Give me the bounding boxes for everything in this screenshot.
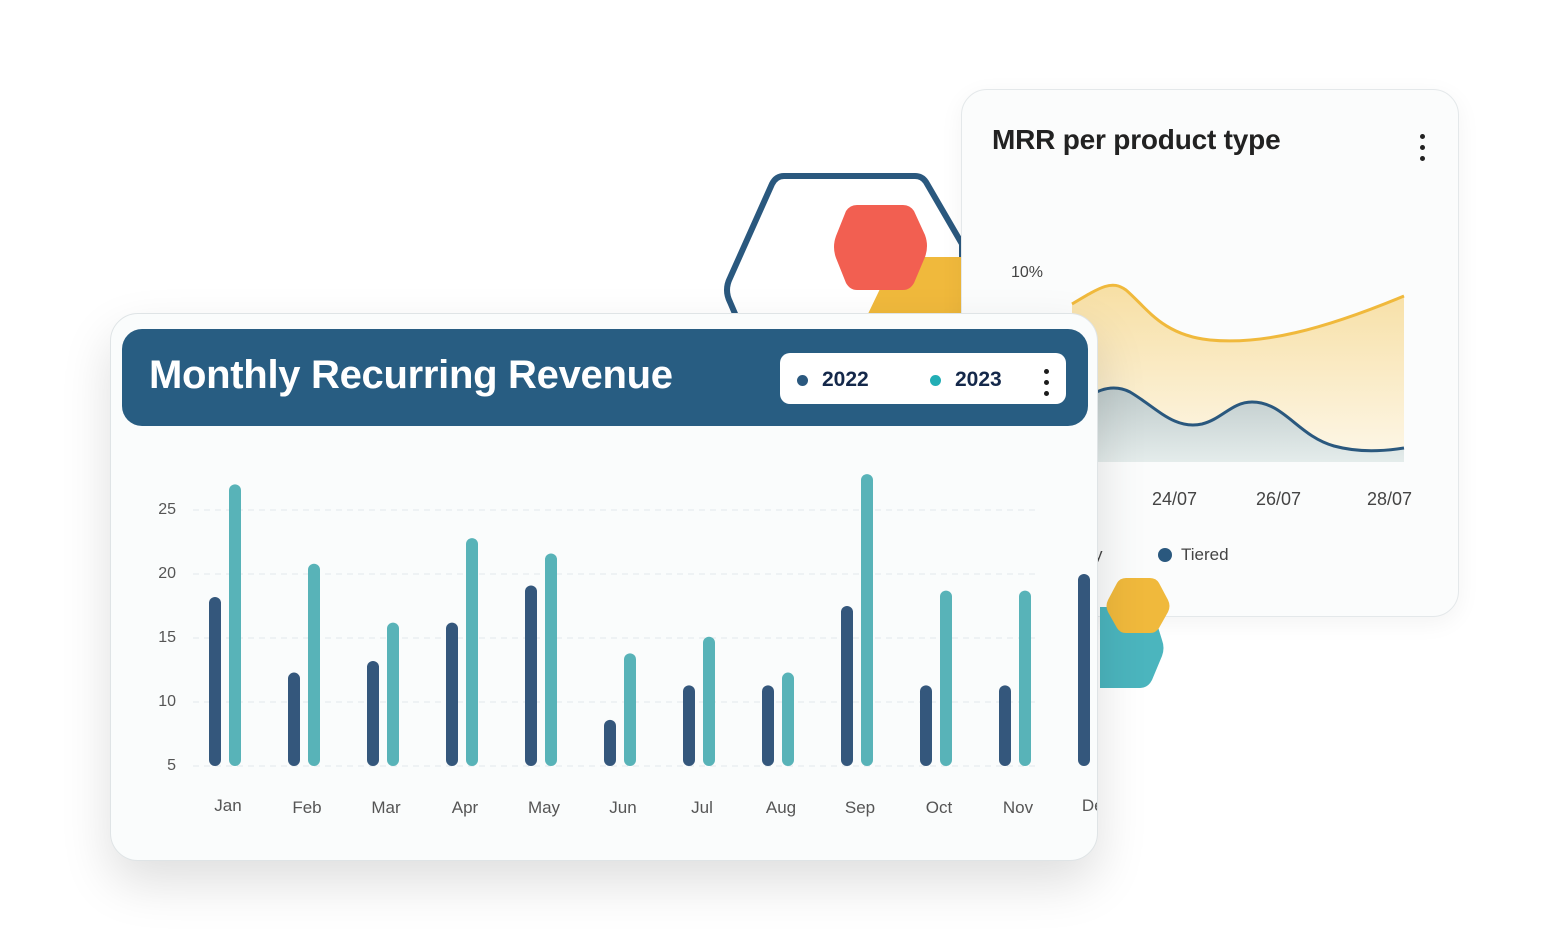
card-header: Monthly Recurring Revenue 2022 2023	[122, 329, 1088, 426]
legend-dot	[1158, 548, 1172, 562]
legend-item-tiered: Tiered	[1158, 545, 1229, 565]
area-chart	[1071, 283, 1405, 462]
y-tick-label: 5	[167, 757, 176, 774]
legend-label: 2022	[822, 368, 869, 391]
x-tick-label: Aug	[766, 798, 796, 817]
legend-dot	[930, 374, 941, 386]
bar-2022-may	[525, 585, 537, 766]
bar-2022-sep	[841, 606, 853, 766]
legend-item-partial: y	[1094, 545, 1103, 564]
bar-2023-oct	[940, 590, 952, 766]
y-tick-label: 10%	[1011, 264, 1044, 281]
bar-2023-mar	[387, 622, 399, 766]
outline-hexagon-shape	[724, 173, 965, 333]
lower-series-line	[1071, 386, 1405, 453]
legend-label: Tiered	[1181, 545, 1229, 564]
bar-2022-jun	[604, 719, 616, 766]
x-tick-label: 26/07	[1256, 489, 1302, 509]
x-tick-label: Jul	[691, 798, 713, 817]
bar-2023-sep	[861, 474, 873, 766]
monthly-recurring-revenue-card: Monthly Recurring Revenue 2022 2023 5 10 1…	[110, 313, 1098, 861]
bar-2023-may	[545, 553, 557, 766]
bar-2022-feb	[288, 672, 300, 766]
bar-2023-aug	[782, 672, 794, 766]
x-tick-label: Des	[1082, 796, 1097, 815]
bar-2022-nov	[999, 685, 1011, 766]
bar-2023-apr	[466, 538, 478, 766]
y-tick-label: 10	[158, 693, 176, 710]
y-tick-label: 15	[158, 629, 176, 646]
kebab-icon[interactable]	[1420, 134, 1425, 161]
lower-area-fill	[1072, 387, 1404, 462]
x-tick-label: Oct	[926, 798, 953, 817]
x-tick-label: May	[528, 798, 561, 817]
x-tick-label: 24/07	[1152, 489, 1198, 509]
legend-item-2022[interactable]: 2022	[797, 368, 869, 392]
x-tick-label: Mar	[371, 798, 401, 817]
x-tick-label: Sep	[845, 798, 875, 817]
x-tick-label: Apr	[452, 798, 479, 817]
bar-2022-des	[1078, 574, 1090, 766]
bar-2022-oct	[920, 685, 932, 766]
kebab-icon[interactable]	[1044, 369, 1049, 396]
legend-dot	[797, 374, 808, 386]
yellow-small-hexagon-shape	[1106, 578, 1170, 633]
upper-series-line	[1071, 283, 1405, 343]
legend-item-2023[interactable]: 2023	[930, 368, 1002, 392]
red-hexagon-shape	[834, 205, 927, 290]
x-tick-label: Jan	[214, 796, 241, 815]
bar-2022-aug	[762, 685, 774, 766]
y-tick-label: 20	[158, 565, 176, 582]
card-title: Monthly Recurring Revenue	[149, 353, 673, 397]
x-tick-label: Nov	[1003, 798, 1034, 817]
y-tick-label: 25	[158, 501, 176, 518]
bar-2023-jun	[624, 653, 636, 766]
legend-label: 2023	[955, 368, 1002, 391]
bar-2023-jan	[229, 484, 241, 766]
x-tick-label: Jun	[609, 798, 636, 817]
bar-2022-jan	[209, 597, 221, 766]
bar-2022-jul	[683, 685, 695, 766]
bar-2022-mar	[367, 661, 379, 766]
x-tick-label: Feb	[292, 798, 321, 817]
bar-2023-feb	[308, 563, 320, 766]
bar-2022-apr	[446, 622, 458, 766]
bar-2023-nov	[1019, 590, 1031, 766]
x-tick-label: 28/07	[1367, 489, 1413, 509]
bar-2023-jul	[703, 636, 715, 766]
bar-chart: 5 10 15 20 25 Jan Feb Mar Apr May Jun Jul Aug Sep Oct N…	[158, 474, 1097, 817]
legend: 2022 2023	[780, 353, 1066, 404]
card-title: MRR per product type	[992, 124, 1281, 155]
